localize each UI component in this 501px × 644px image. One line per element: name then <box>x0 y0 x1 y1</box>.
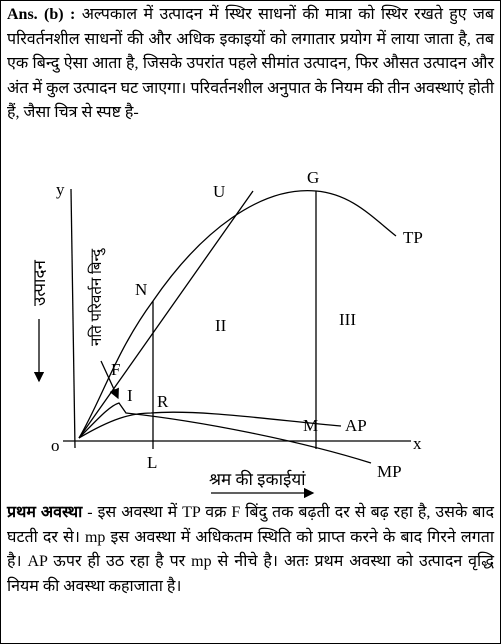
ray-u <box>78 190 254 439</box>
x-axis-label: x <box>413 434 422 453</box>
origin-label: o <box>51 436 60 455</box>
inflection-arrow <box>100 360 119 400</box>
point-label: F <box>111 360 120 379</box>
stage-label: II <box>215 316 227 335</box>
point-label: U <box>213 182 225 201</box>
y-axis <box>70 188 76 449</box>
point-label: R <box>157 392 169 411</box>
answer-paragraph: Ans. (b) : अल्पकाल में उत्पादन में स्थिर… <box>7 3 494 126</box>
stage-title: प्रथम अवस्था <box>7 504 83 521</box>
point-label: I <box>127 386 133 405</box>
point-label: N <box>135 280 147 299</box>
mp-curve <box>78 402 372 464</box>
stage-paragraph: प्रथम अवस्था - इस अवस्था में TP वक्र F ब… <box>7 501 494 599</box>
point-label: M <box>303 416 318 435</box>
point-label: G <box>307 168 319 187</box>
stage-text: - इस अवस्था में TP वक्र F बिंदु तक बढ़ती… <box>7 504 495 595</box>
tp-curve <box>78 190 397 439</box>
x-title: श्रम की इकाईयां <box>209 469 306 489</box>
y-axis-label: y <box>56 180 65 199</box>
inflection-title: नति परिवर्तन बिन्दु <box>87 248 106 346</box>
curve-label: MP <box>377 462 402 481</box>
answer-text: अल्पकाल में उत्पादन में स्थिर साधनों की … <box>7 6 495 121</box>
y-title: उत्पादन <box>30 260 49 306</box>
curve-label: AP <box>345 416 367 435</box>
answer-label: Ans. (b) : <box>7 6 76 23</box>
curve-label: TP <box>403 228 423 247</box>
stage-label: III <box>339 310 356 329</box>
ap-curve <box>78 411 342 439</box>
point-label: L <box>147 453 157 472</box>
